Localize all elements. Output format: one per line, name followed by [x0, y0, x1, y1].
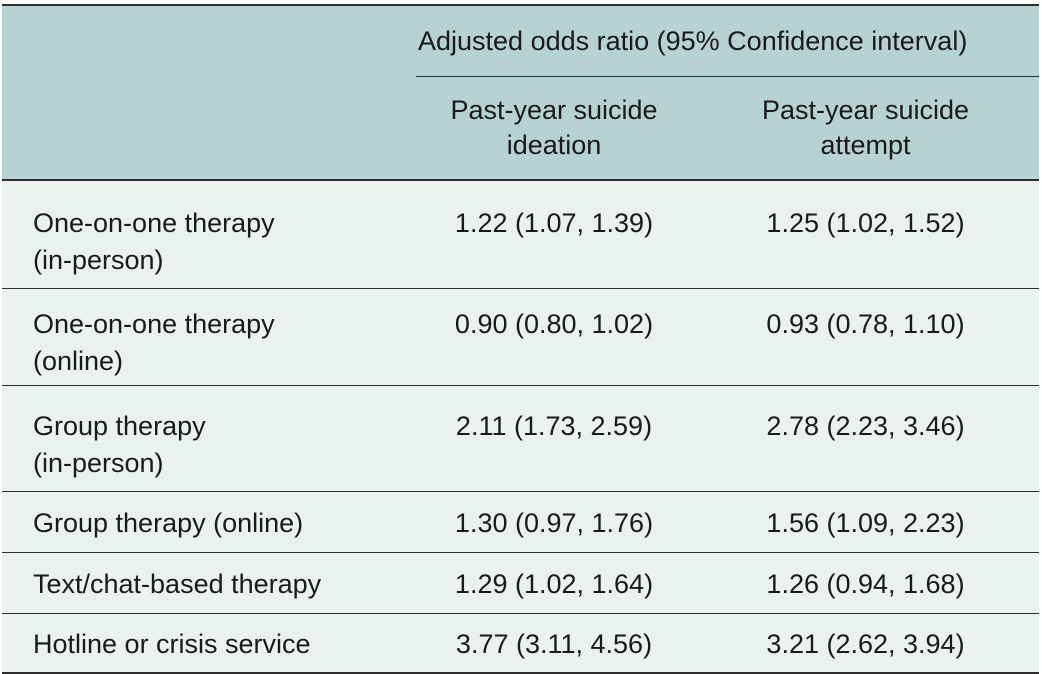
table-row: Text/chat-based therapy 1.29 (1.02, 1.64… [2, 552, 1039, 614]
attempt-value: 2.78 (2.23, 3.46) [692, 385, 1039, 492]
ideation-value: 2.11 (1.73, 2.59) [416, 385, 692, 492]
odds-ratio-table-container: Adjusted odds ratio (95% Confidence inte… [2, 4, 1039, 674]
header-row-columns: Past-year suicide ideation Past-year suic… [2, 76, 1039, 181]
table-row: One-on-one therapy (in-person) 1.22 (1.07… [2, 180, 1039, 289]
row-label: Text/chat-based therapy [2, 552, 416, 614]
attempt-value: 3.21 (2.62, 3.94) [692, 613, 1039, 674]
row-label: One-on-one therapy (online) [2, 288, 416, 386]
column-header-ideation: Past-year suicide ideation [416, 76, 692, 181]
row-label: One-on-one therapy (in-person) [2, 180, 416, 289]
attempt-value: 0.93 (0.78, 1.10) [692, 288, 1039, 386]
table-body: One-on-one therapy (in-person) 1.22 (1.07… [2, 180, 1039, 674]
header-row-group: Adjusted odds ratio (95% Confidence inte… [2, 4, 1039, 181]
column-header-ideation-text: Past-year suicide ideation [450, 95, 658, 160]
ideation-value: 1.30 (0.97, 1.76) [416, 491, 692, 553]
ideation-value: 1.29 (1.02, 1.64) [416, 552, 692, 614]
table-row: Group therapy (online) 1.30 (0.97, 1.76)… [2, 491, 1039, 553]
attempt-value: 1.25 (1.02, 1.52) [692, 180, 1039, 289]
column-header-attempt: Past-year suicide attempt [692, 76, 1039, 181]
attempt-value: 1.26 (0.94, 1.68) [692, 552, 1039, 614]
table-row: One-on-one therapy (online) 0.90 (0.80, 1… [2, 288, 1039, 386]
table-row: Group therapy (in-person) 2.11 (1.73, 2.5… [2, 385, 1039, 492]
attempt-value: 1.56 (1.09, 2.23) [692, 491, 1039, 553]
odds-ratio-table: Adjusted odds ratio (95% Confidence inte… [2, 4, 1039, 674]
ideation-value: 0.90 (0.80, 1.02) [416, 288, 692, 386]
column-header-attempt-text: Past-year suicide attempt [761, 95, 970, 160]
row-label: Hotline or crisis service [2, 613, 416, 674]
row-label: Group therapy (in-person) [2, 385, 416, 492]
row-label: Group therapy (online) [2, 491, 416, 553]
ideation-value: 3.77 (3.11, 4.56) [416, 613, 692, 674]
header-group-label: Adjusted odds ratio (95% Confidence inte… [416, 4, 1039, 77]
table-row: Hotline or crisis service 3.77 (3.11, 4.… [2, 613, 1039, 674]
header-empty-cell [2, 4, 416, 181]
table-header: Adjusted odds ratio (95% Confidence inte… [2, 4, 1039, 181]
ideation-value: 1.22 (1.07, 1.39) [416, 180, 692, 289]
